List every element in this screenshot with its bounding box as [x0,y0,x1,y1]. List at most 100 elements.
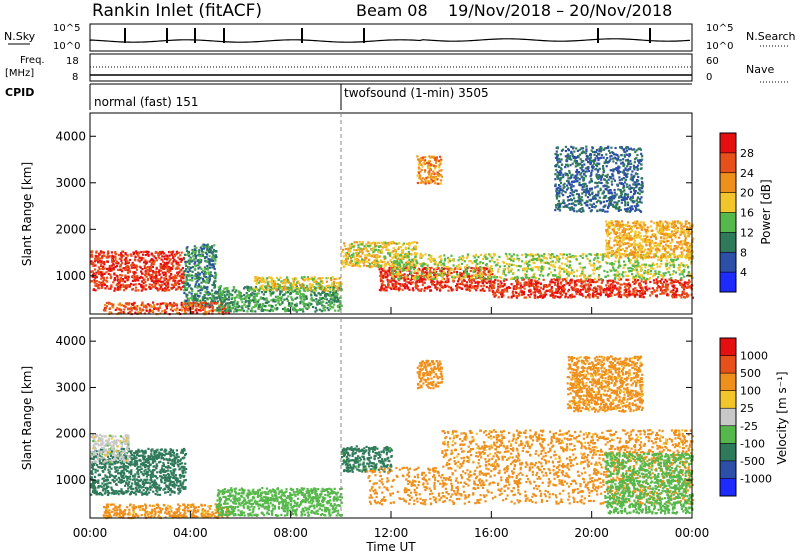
data-cell [412,289,415,292]
data-cell [521,253,524,257]
data-cell [533,272,536,275]
data-cell [194,277,197,280]
data-cell [160,276,163,279]
data-cell [98,253,101,256]
data-cell [189,305,192,308]
data-cell [381,268,384,271]
data-cell [142,285,145,288]
data-cell [247,296,251,300]
data-cell [330,278,333,282]
data-cell [533,279,536,282]
data-cell [161,271,164,274]
data-cell [124,261,127,264]
data-cell [126,260,129,263]
data-cell [117,307,120,310]
data-cell [664,278,667,281]
data-cell [124,284,127,287]
data-cell [292,290,295,293]
data-cell [415,264,418,267]
data-cell [532,282,535,285]
data-cell [442,286,445,289]
data-cell [636,270,639,273]
data-cell [202,247,206,250]
data-cell [216,292,219,295]
data-cell [202,312,205,315]
data-cell [380,289,383,292]
data-cell [444,266,447,269]
data-cell [396,275,399,278]
data-cell [163,267,166,270]
data-cell [97,255,100,258]
data-cell [651,292,654,295]
data-cell [661,285,664,288]
data-cell [551,260,554,263]
data-cell [537,259,541,262]
data-cell [299,300,302,303]
data-cell [312,305,315,309]
data-cell [180,251,183,254]
data-cell [531,255,534,258]
data-cell [116,286,119,289]
data-cell [93,281,97,284]
data-cell [183,257,186,260]
data-cell [286,278,289,281]
data-cell [301,282,304,285]
data-cell [138,282,141,286]
data-cell [430,254,433,257]
data-cell [533,276,536,279]
data-cell [164,262,167,265]
data-cell [346,257,349,260]
data-cell [310,290,313,293]
data-cell [519,290,522,293]
data-cell [379,245,382,248]
data-cell [463,260,466,263]
data-cell [429,269,432,272]
data-cell [263,281,266,284]
data-cell [468,288,471,291]
data-cell [481,289,484,292]
data-cell [396,253,399,256]
data-cell [388,252,391,255]
data-cell [443,259,447,262]
data-cell [205,278,209,281]
data-cell [164,309,167,312]
data-cell [232,286,235,289]
data-cell [106,255,109,259]
data-cell [615,287,618,290]
data-cell [493,261,496,264]
data-cell [537,257,540,260]
data-cell [650,264,653,267]
data-cell [459,266,462,269]
data-cell [644,280,647,283]
data-cell [163,271,166,274]
data-cell [159,287,162,291]
data-cell [134,283,137,286]
data-cell [135,250,138,253]
data-cell [114,308,117,311]
data-cell [342,266,345,269]
power-heatmap [90,145,695,316]
data-cell [476,286,479,289]
data-cell [342,248,345,251]
data-cell [573,288,576,292]
data-cell [150,274,153,277]
data-cell [244,297,247,300]
data-cell [341,259,344,262]
data-cell [512,264,515,267]
data-cell [282,279,285,282]
data-cell [285,287,288,290]
data-cell [421,284,424,287]
data-cell [262,293,265,296]
data-cell [330,284,333,287]
data-cell [179,254,182,257]
data-cell [120,258,123,261]
data-cell [271,278,274,281]
data-cell [380,241,383,244]
data-cell [326,289,329,292]
data-cell [142,250,146,253]
data-cell [389,279,392,282]
data-cell [604,255,607,258]
data-cell [535,281,538,284]
data-cell [313,285,316,289]
data-cell [575,255,578,258]
